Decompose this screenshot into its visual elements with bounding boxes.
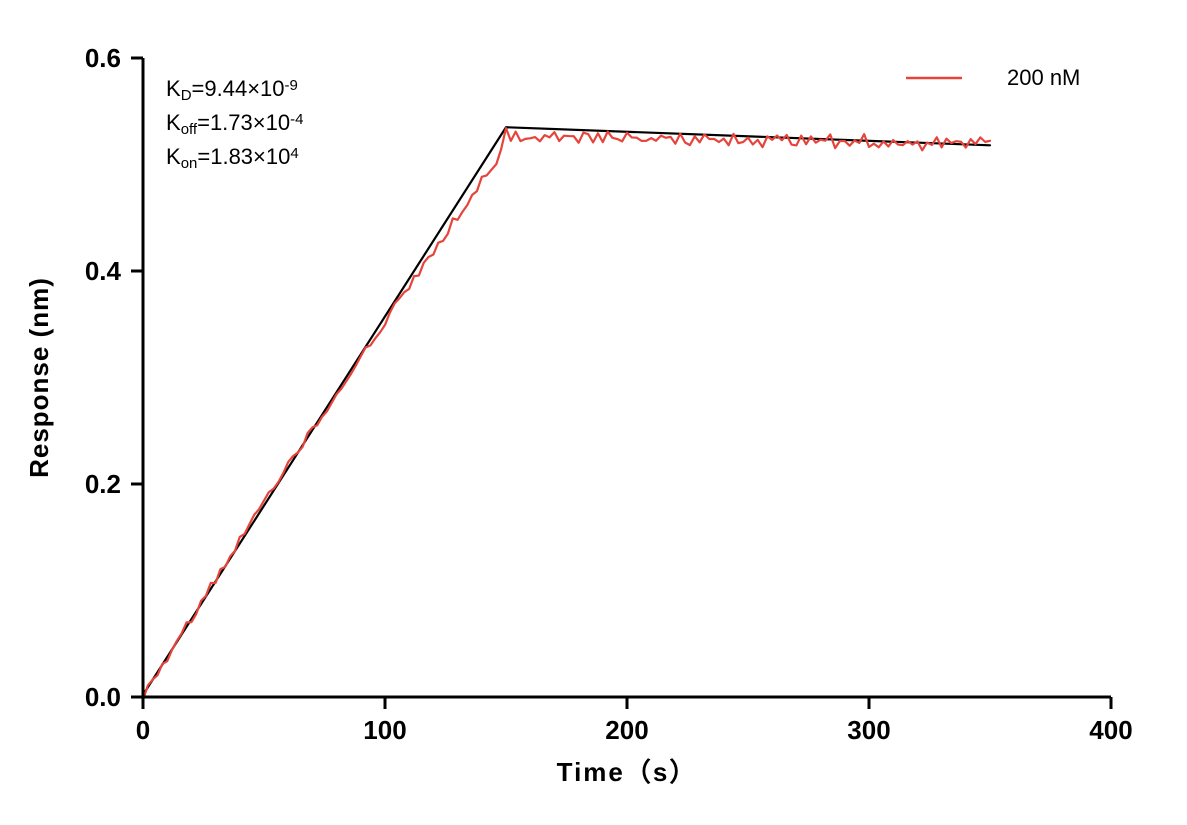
y-tick-label: 0.0	[85, 682, 121, 712]
y-axis-label: Response (nm)	[24, 277, 54, 478]
x-axis-label: Time（s）	[557, 757, 698, 787]
y-tick-label: 0.2	[85, 469, 121, 499]
y-tick-label: 0.6	[85, 43, 121, 73]
chart-svg: 0 100 200 300 400 0.0 0.2 0.4 0.6 Time（s） Response…	[0, 0, 1187, 825]
x-tick-label: 0	[136, 715, 150, 745]
x-tick-label: 200	[605, 715, 648, 745]
x-tick-label: 300	[847, 715, 890, 745]
legend-label: 200 nM	[1007, 65, 1080, 90]
binding-kinetics-chart: 0 100 200 300 400 0.0 0.2 0.4 0.6 Time（s） Response…	[0, 0, 1187, 825]
x-tick-label: 400	[1089, 715, 1132, 745]
y-tick-label: 0.4	[85, 256, 122, 286]
x-tick-label: 100	[363, 715, 406, 745]
